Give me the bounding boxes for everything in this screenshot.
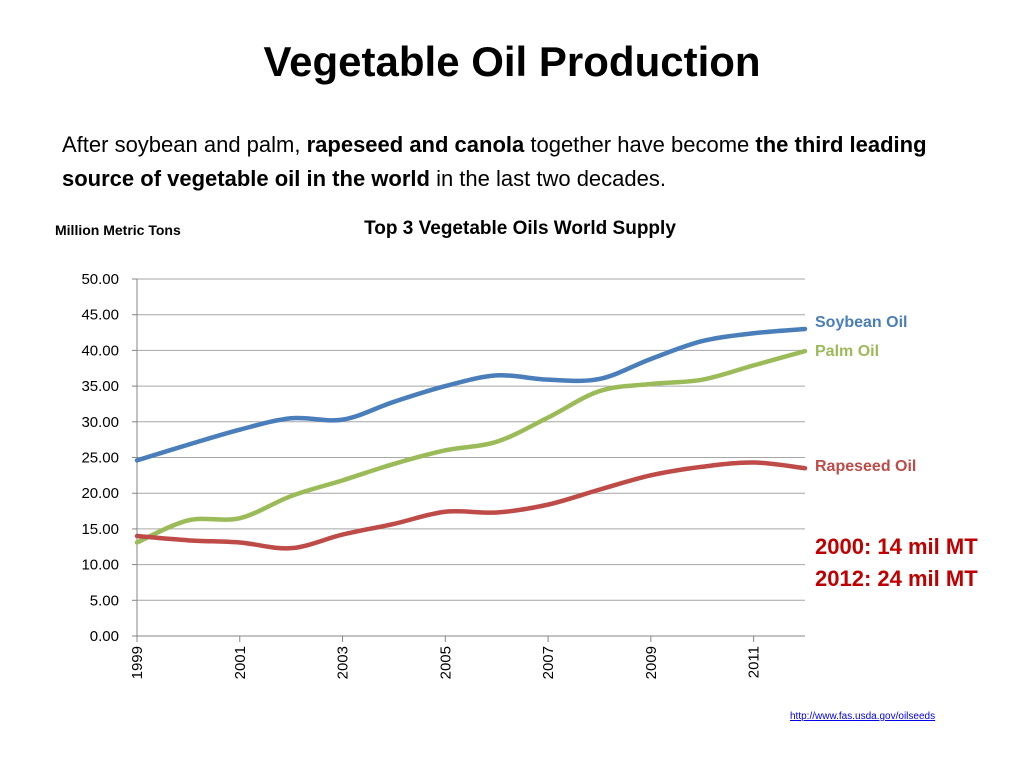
y-tick-label: 50.00 [81,271,119,288]
y-tick-label: 10.00 [81,557,119,574]
y-tick-label: 15.00 [81,521,119,538]
x-tick-label: 2005 [437,646,454,679]
series-labels: Soybean Oil Palm Oil Rapeseed Oil [815,314,916,475]
y-axis-unit-label: Million Metric Tons [55,222,181,238]
x-tick-label: 2009 [643,646,660,679]
y-tick-label: 35.00 [81,378,119,395]
y-tick-label: 40.00 [81,342,119,359]
y-tick-label: 45.00 [81,307,119,324]
intro-bold-1: rapeseed and canola [306,132,525,157]
axes: 0.00 5.00 10.00 15.00 20.00 25.00 30.00 35.00 40… [81,271,805,679]
x-tick-label: 2001 [232,646,249,679]
palm-oil-line [134,348,808,545]
soybean-oil-label: Soybean Oil [815,314,907,331]
rapeseed-oil-label: Rapeseed Oil [815,458,916,475]
callout-2012: 2012: 24 mil MT [815,566,978,591]
intro-part-1: After soybean and palm, [62,132,307,157]
callout-2000: 2000: 14 mil MT [815,534,978,559]
y-tick-label: 25.00 [81,450,119,467]
y-tick-label: 30.00 [81,414,119,431]
intro-bold-2: the third leading source of vegetable oi… [62,132,927,191]
series-lines [134,326,808,551]
gridlines [137,278,805,601]
y-tick-label: 20.00 [81,485,119,502]
source-link[interactable]: http://www.fas.usda.gov/oilseeds [790,711,936,722]
intro-part-3: in the last two decades. [429,166,666,191]
x-tick-label: 2011 [746,646,763,678]
y-tick-label: 0.00 [90,628,119,645]
slide-title: Vegetable Oil Production [263,38,761,85]
palm-oil-label: Palm Oil [815,343,879,360]
x-tick-label: 1999 [129,646,146,679]
chart-title: Top 3 Vegetable Oils World Supply [364,218,676,239]
intro-text: After soybean and palm, rapeseed and can… [62,128,972,196]
y-tick-label: 5.00 [90,592,119,609]
soybean-oil-line [134,326,808,463]
rapeseed-oil-line [134,460,808,551]
x-tick-label: 2007 [540,646,557,679]
intro-part-2: together have become [524,132,756,157]
x-tick-label: 2003 [335,646,352,679]
